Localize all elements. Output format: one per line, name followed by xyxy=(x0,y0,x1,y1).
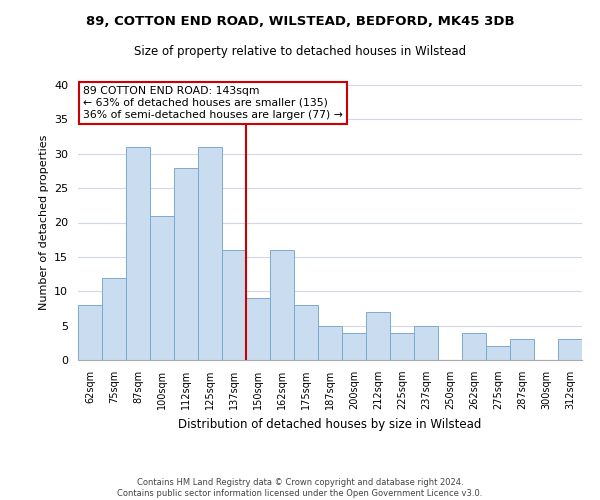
Bar xyxy=(558,340,582,360)
Text: Size of property relative to detached houses in Wilstead: Size of property relative to detached ho… xyxy=(134,45,466,58)
Bar xyxy=(78,305,102,360)
Bar xyxy=(150,216,174,360)
Text: Contains HM Land Registry data © Crown copyright and database right 2024.
Contai: Contains HM Land Registry data © Crown c… xyxy=(118,478,482,498)
Y-axis label: Number of detached properties: Number of detached properties xyxy=(38,135,49,310)
Bar xyxy=(486,346,510,360)
Bar xyxy=(126,147,150,360)
Bar xyxy=(366,312,390,360)
Bar xyxy=(174,168,198,360)
Bar xyxy=(246,298,270,360)
Bar xyxy=(342,332,366,360)
Text: 89 COTTON END ROAD: 143sqm
← 63% of detached houses are smaller (135)
36% of sem: 89 COTTON END ROAD: 143sqm ← 63% of deta… xyxy=(83,86,343,120)
Bar xyxy=(198,147,222,360)
Bar xyxy=(222,250,246,360)
Bar xyxy=(270,250,294,360)
Bar xyxy=(390,332,414,360)
Bar xyxy=(462,332,486,360)
Bar xyxy=(102,278,126,360)
Bar xyxy=(294,305,318,360)
Text: 89, COTTON END ROAD, WILSTEAD, BEDFORD, MK45 3DB: 89, COTTON END ROAD, WILSTEAD, BEDFORD, … xyxy=(86,15,514,28)
X-axis label: Distribution of detached houses by size in Wilstead: Distribution of detached houses by size … xyxy=(178,418,482,430)
Bar xyxy=(414,326,438,360)
Bar xyxy=(318,326,342,360)
Bar xyxy=(510,340,534,360)
